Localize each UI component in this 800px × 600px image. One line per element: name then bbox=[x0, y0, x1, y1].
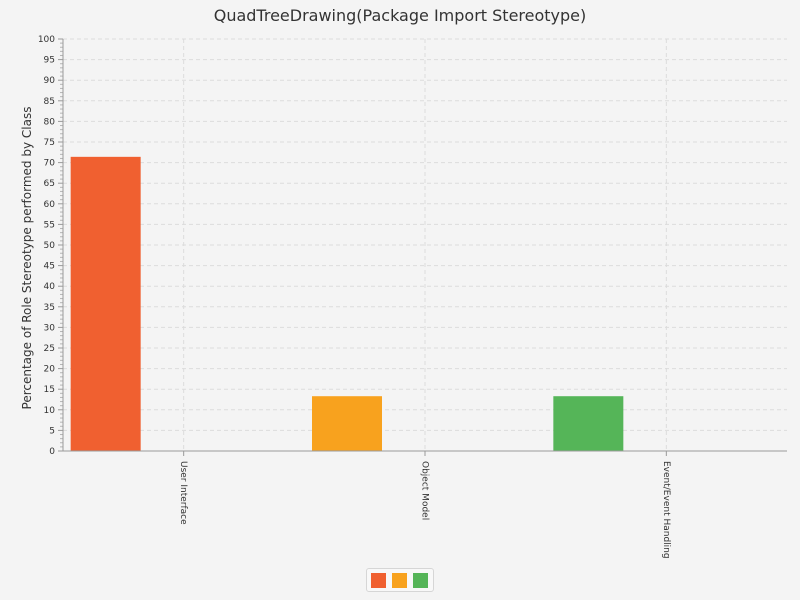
y-tick-label: 65 bbox=[44, 179, 55, 189]
y-tick-label: 75 bbox=[44, 138, 55, 148]
bars bbox=[70, 156, 624, 451]
legend-swatch-object-model bbox=[392, 573, 407, 588]
y-tick-label: 35 bbox=[44, 303, 55, 313]
y-tick-label: 85 bbox=[44, 97, 55, 107]
y-tick-label: 25 bbox=[44, 344, 55, 354]
y-tick-label: 70 bbox=[44, 159, 56, 169]
bar-1 bbox=[312, 396, 382, 451]
y-tick-label: 40 bbox=[44, 282, 56, 292]
y-tick-label: 20 bbox=[44, 365, 56, 375]
y-tick-label: 30 bbox=[44, 323, 56, 333]
x-tick-label: Event/Event Handling bbox=[661, 461, 671, 559]
axes: 0 5 10 15 20 25 30 35 40 45 50 55 60 65 70 75 80 85 90 95 10… bbox=[38, 35, 787, 559]
y-tick-label: 15 bbox=[44, 385, 55, 395]
y-tick-label: 100 bbox=[38, 35, 55, 45]
y-tick-label: 60 bbox=[44, 200, 56, 210]
grid bbox=[63, 38, 787, 451]
y-tick-label: 0 bbox=[49, 447, 55, 457]
y-tick-label: 90 bbox=[44, 76, 56, 86]
bar-2 bbox=[553, 396, 624, 451]
chart-title: QuadTreeDrawing(Package Import Stereotyp… bbox=[213, 6, 587, 25]
x-tick-label: Object Model bbox=[420, 461, 430, 520]
y-tick-label: 80 bbox=[44, 117, 56, 127]
y-tick-label: 50 bbox=[44, 241, 56, 251]
y-tick-label: 5 bbox=[49, 426, 55, 436]
y-tick-label: 10 bbox=[44, 406, 56, 416]
y-tick-label: 55 bbox=[44, 220, 55, 230]
legend bbox=[366, 568, 434, 592]
bar-0 bbox=[70, 156, 141, 451]
legend-swatch-user-interface bbox=[371, 573, 386, 588]
y-tick-label: 95 bbox=[44, 56, 55, 66]
x-tick-label: User Interface bbox=[178, 461, 188, 525]
legend-swatch-event-handling bbox=[413, 573, 428, 588]
y-tick-label: 45 bbox=[44, 262, 55, 272]
